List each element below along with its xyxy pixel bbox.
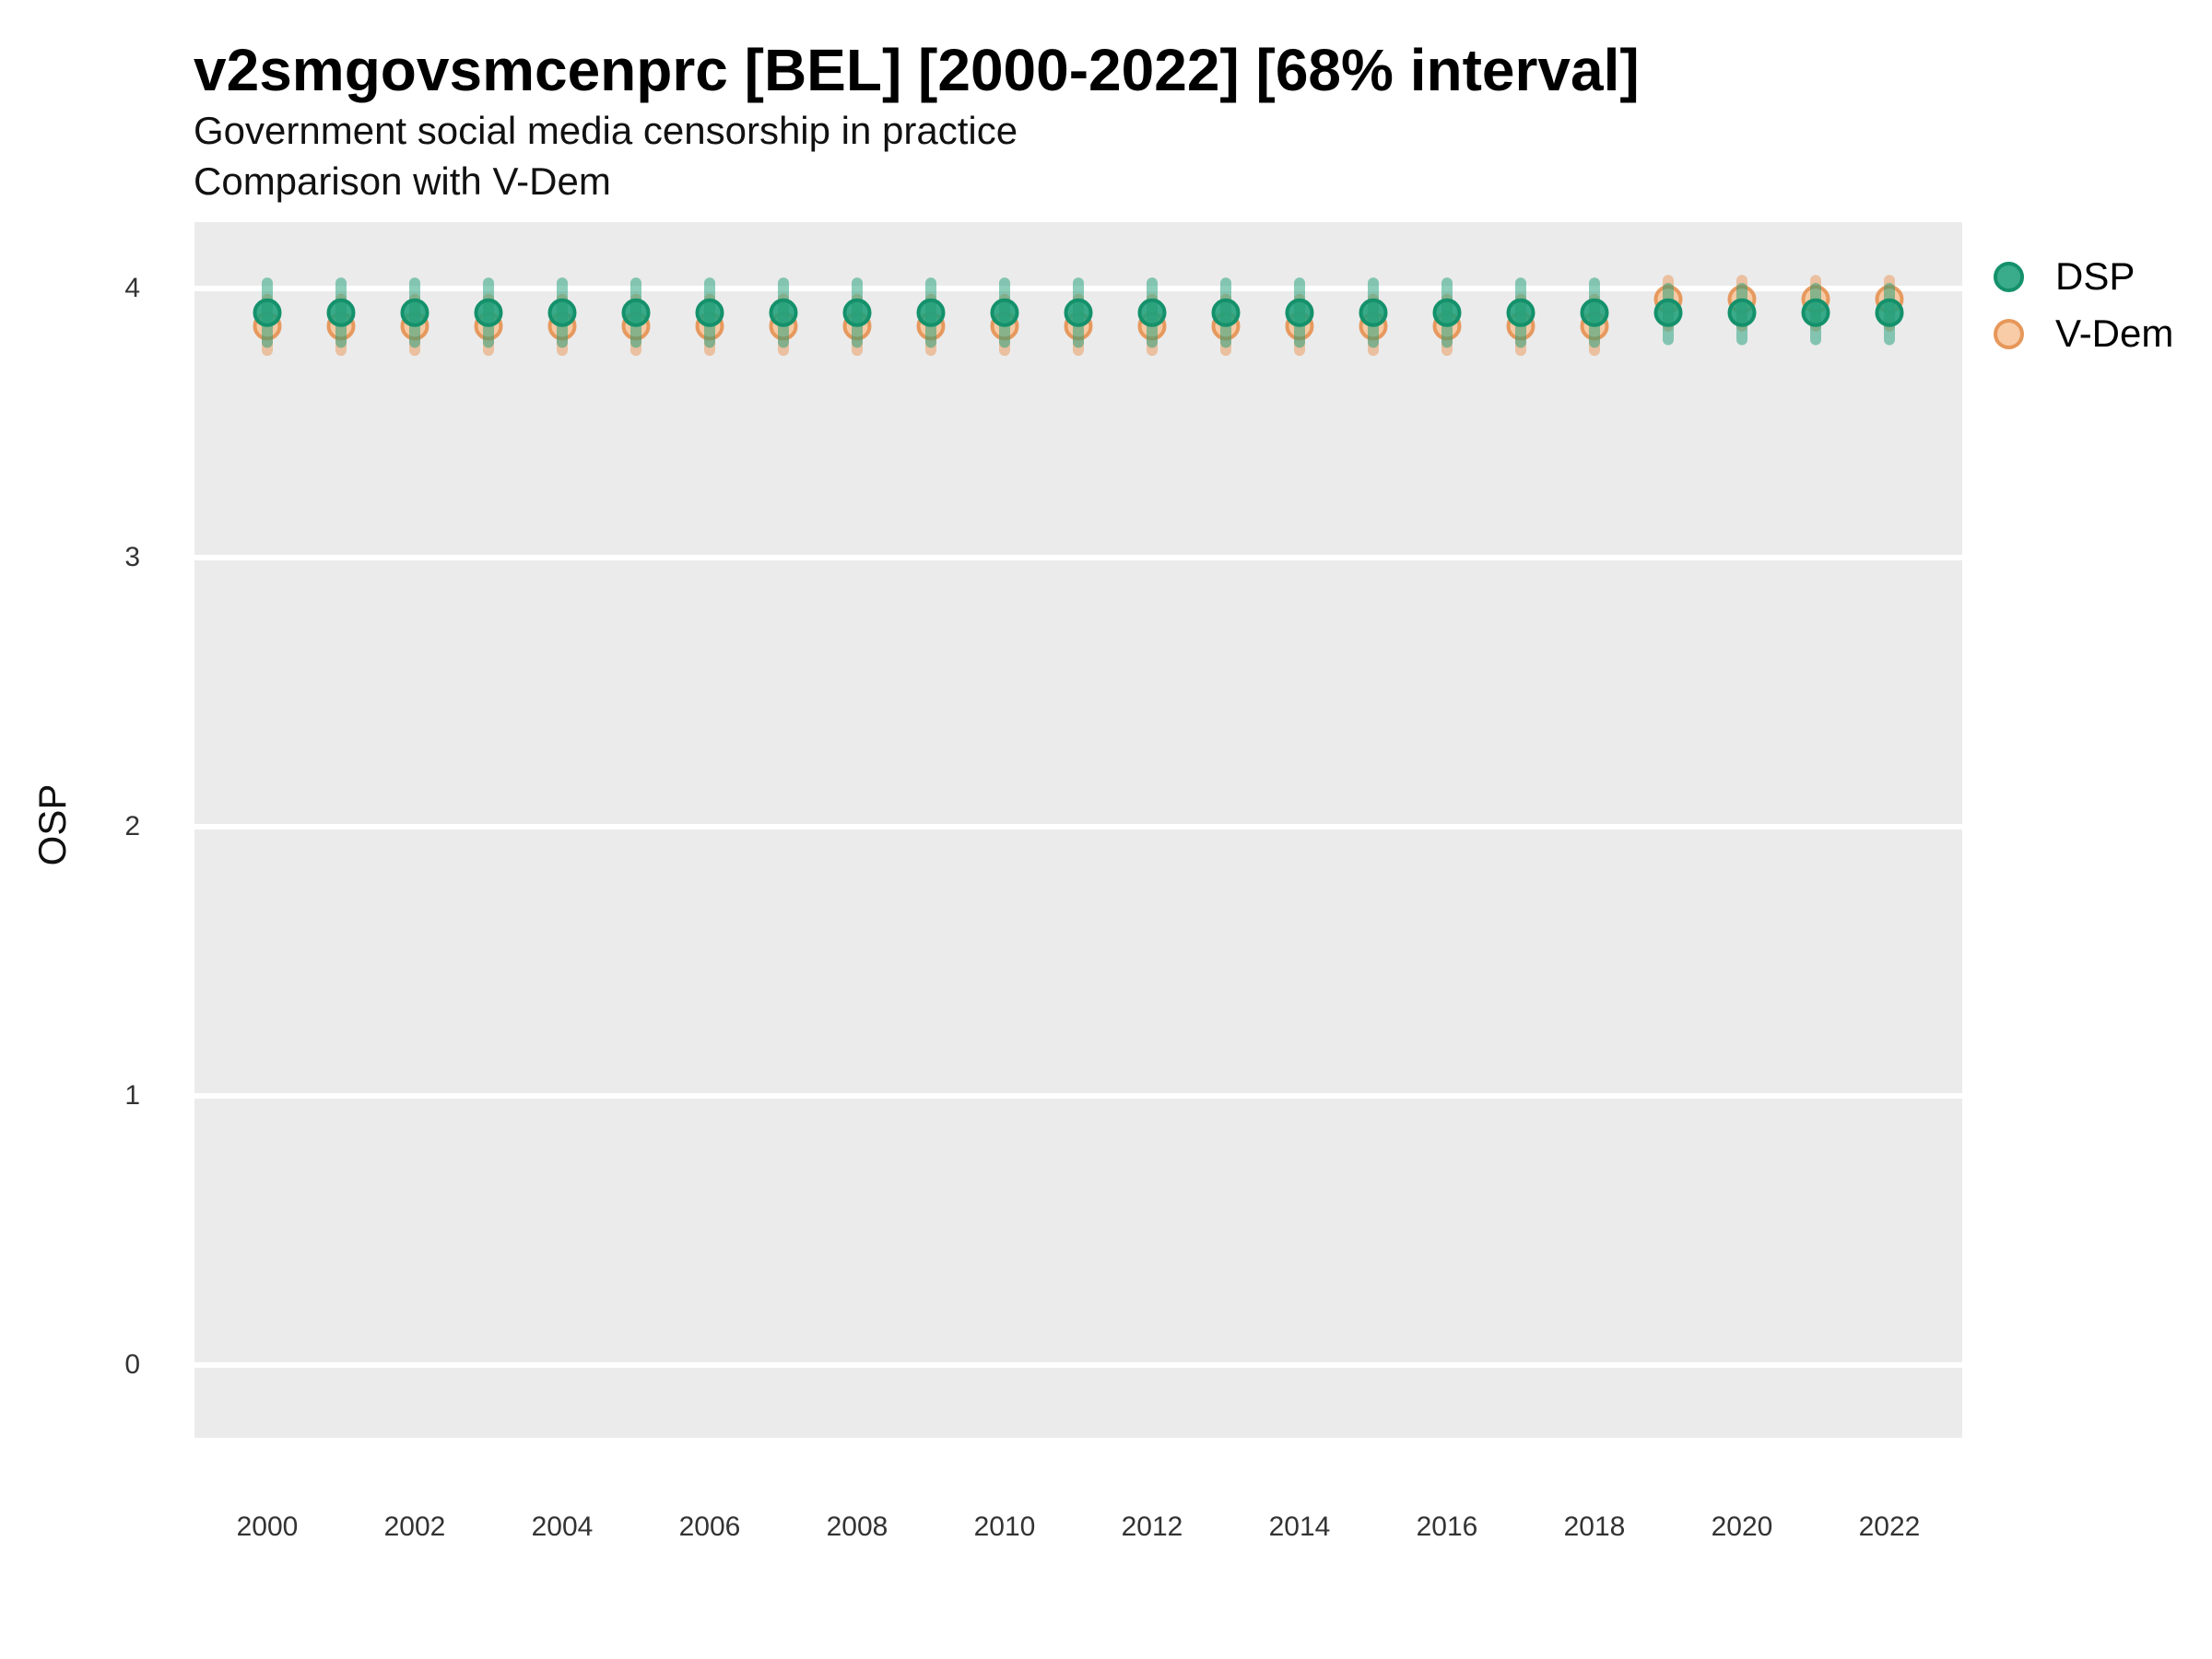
dsp-point-2006 — [695, 298, 724, 327]
subtitle-line-2: Comparison with V-Dem — [194, 159, 611, 203]
dsp-point-2022 — [1875, 298, 1904, 327]
dsp-point-2011 — [1064, 298, 1093, 327]
x-tick-label-2012: 2012 — [1121, 1512, 1183, 1542]
x-tick-label-2002: 2002 — [383, 1512, 446, 1542]
dsp-point-2008 — [842, 298, 872, 327]
dsp-point-2016 — [1432, 298, 1462, 327]
dsp-point-2002 — [400, 298, 429, 327]
vdem-legend-label: V-Dem — [2055, 312, 2174, 355]
x-tick-label-2016: 2016 — [1416, 1512, 1478, 1542]
legend-item-dsp: DSP — [1994, 254, 2173, 299]
dsp-point-2013 — [1211, 298, 1241, 327]
x-tick-label-2004: 2004 — [531, 1512, 594, 1542]
y-tick-label-4: 4 — [124, 273, 140, 303]
x-tick-label-2018: 2018 — [1563, 1512, 1626, 1542]
chart-subtitle: Government social media censorship in pr… — [194, 105, 1018, 206]
dsp-point-2018 — [1580, 298, 1609, 327]
dsp-point-2020 — [1727, 298, 1757, 327]
chart-title: v2smgovsmcenprc [BEL] [2000-2022] [68% i… — [194, 37, 1640, 103]
dsp-point-2000 — [253, 298, 282, 327]
dsp-point-2019 — [1653, 298, 1683, 327]
x-tick-label-2022: 2022 — [1858, 1512, 1921, 1542]
dsp-point-2015 — [1359, 298, 1388, 327]
x-tick-label-2008: 2008 — [826, 1512, 888, 1542]
subtitle-line-1: Government social media censorship in pr… — [194, 109, 1018, 152]
vdem-legend-marker-icon — [1994, 318, 2024, 349]
y-tick-label-0: 0 — [124, 1349, 140, 1380]
y-tick-label-1: 1 — [124, 1080, 140, 1111]
dsp-point-2021 — [1801, 298, 1830, 327]
dsp-point-2003 — [474, 298, 503, 327]
legend-item-vdem: V-Dem — [1994, 312, 2173, 356]
dsp-point-2007 — [769, 298, 798, 327]
dsp-legend-marker-icon — [1994, 261, 2024, 292]
y-tick-label-2: 2 — [124, 811, 140, 841]
dsp-point-2010 — [990, 298, 1019, 327]
x-tick-label-2010: 2010 — [973, 1512, 1036, 1542]
dsp-point-2009 — [916, 298, 946, 327]
dsp-point-2014 — [1285, 298, 1314, 327]
y-tick-label-3: 3 — [124, 542, 140, 572]
plot-panel — [194, 222, 1962, 1438]
plot-canvas — [194, 275, 1962, 1368]
dsp-point-2017 — [1506, 298, 1535, 327]
x-tick-label-2014: 2014 — [1268, 1512, 1331, 1542]
dsp-legend-label: DSP — [2055, 254, 2136, 298]
dsp-point-2012 — [1137, 298, 1167, 327]
legend: DSP V-Dem — [1994, 254, 2173, 356]
x-tick-label-2000: 2000 — [236, 1512, 299, 1542]
x-tick-label-2020: 2020 — [1711, 1512, 1773, 1542]
x-tick-label-2006: 2006 — [678, 1512, 741, 1542]
dsp-point-2005 — [621, 298, 651, 327]
dsp-point-2001 — [326, 298, 356, 327]
dsp-point-2004 — [547, 298, 577, 327]
